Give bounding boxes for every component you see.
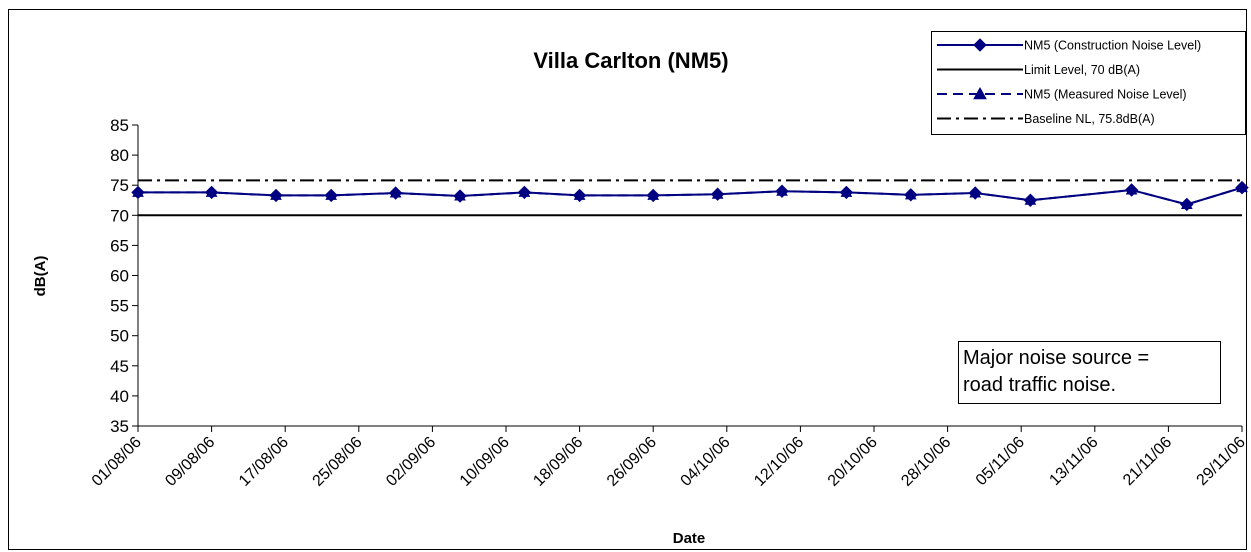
data-point-triangle xyxy=(454,190,466,201)
data-point-triangle xyxy=(1125,183,1138,195)
data-point-triangle xyxy=(647,189,660,200)
y-tick-label: 45 xyxy=(110,357,129,376)
data-point-triangle xyxy=(973,86,987,100)
data-point-triangle xyxy=(840,186,853,197)
legend: NM5 (Construction Noise Level) Limit Leve… xyxy=(931,31,1246,135)
y-tick-label: 55 xyxy=(110,297,129,316)
data-point-triangle xyxy=(573,189,586,200)
y-tick-label: 65 xyxy=(110,236,129,255)
data-point-triangle xyxy=(1236,181,1248,193)
x-axis-title: Date xyxy=(673,530,706,547)
data-point-triangle xyxy=(776,185,788,196)
y-tick-label: 85 xyxy=(110,116,129,135)
chart-title: Villa Carlton (NM5) xyxy=(533,48,728,73)
y-tick-label: 40 xyxy=(110,387,129,406)
y-tick-label: 75 xyxy=(110,176,129,195)
y-axis-title: dB(A) xyxy=(32,256,49,297)
data-point-triangle xyxy=(325,189,338,200)
data-point-triangle xyxy=(904,188,917,200)
legend-entry-label: Limit Level, 70 dB(A) xyxy=(1024,63,1140,77)
annotation-border xyxy=(958,341,1221,404)
annotation-text-line: road traffic noise. xyxy=(963,374,1116,396)
data-point-triangle xyxy=(132,186,144,197)
data-point-triangle xyxy=(389,186,402,198)
data-point-triangle xyxy=(1180,198,1193,209)
data-point-triangle xyxy=(518,186,531,197)
measured-noise-series-line xyxy=(138,186,1243,206)
legend-box xyxy=(931,31,1246,135)
y-tick-label: 70 xyxy=(110,206,129,225)
y-tick-label: 35 xyxy=(110,417,129,436)
legend-entry-label: Baseline NL, 75.8dB(A) xyxy=(1024,112,1155,126)
y-tick-label: 60 xyxy=(110,267,129,286)
y-tick-label: 50 xyxy=(110,327,129,346)
annotation-box: Major noise source = road traffic noise. xyxy=(958,341,1221,404)
data-point-triangle xyxy=(711,188,724,199)
annotation-text-line: Major noise source = xyxy=(963,347,1149,369)
data-point-diamond xyxy=(973,38,987,52)
data-point-triangle xyxy=(1024,194,1037,205)
data-point-triangle xyxy=(969,186,982,198)
data-point-triangle xyxy=(205,186,218,197)
y-tick-label: 80 xyxy=(110,146,129,165)
legend-entry-label: NM5 (Construction Noise Level) xyxy=(1024,39,1201,53)
legend-entry-label: NM5 (Measured Noise Level) xyxy=(1024,88,1187,102)
data-point-triangle xyxy=(270,189,282,200)
